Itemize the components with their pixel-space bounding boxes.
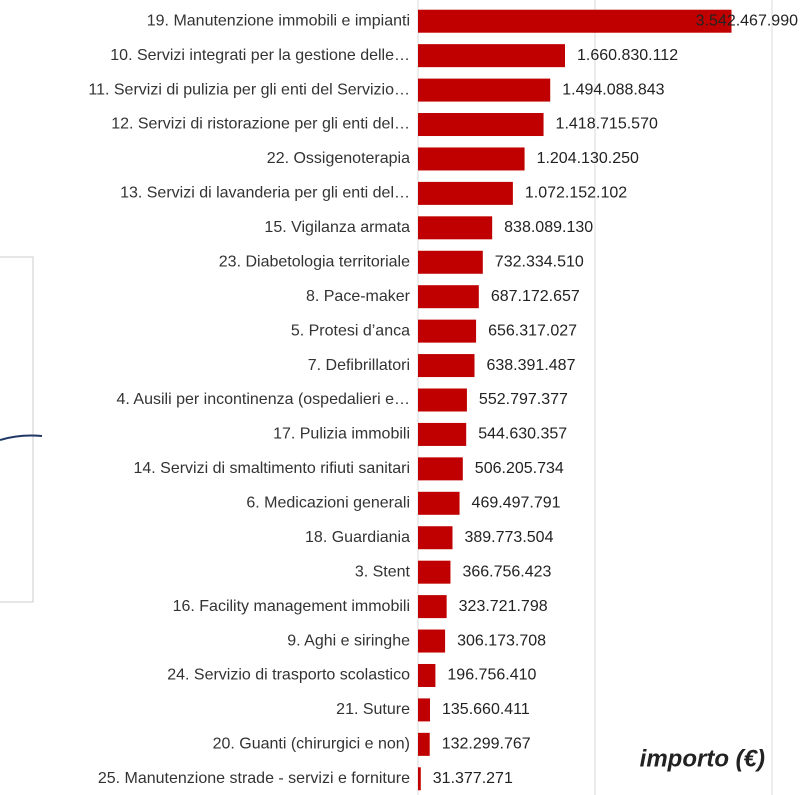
- value-label: 366.756.423: [462, 563, 551, 580]
- value-label: 3.542.467.990: [696, 12, 798, 29]
- category-label: 19. Manutenzione immobili e impianti: [147, 12, 410, 29]
- bar: [418, 147, 525, 171]
- category-label: 20. Guanti (chirurgici e non): [213, 736, 410, 753]
- value-label: 1.204.130.250: [537, 150, 639, 167]
- bar: [418, 319, 477, 343]
- category-label: 16. Facility management immobili: [173, 598, 410, 615]
- value-label: 687.172.657: [491, 288, 580, 305]
- bar: [418, 732, 430, 756]
- category-label: 24. Servizio di trasporto scolastico: [167, 667, 410, 684]
- category-label: 8. Pace-maker: [306, 288, 411, 305]
- category-label: 11. Servizi di pulizia per gli enti del …: [88, 81, 410, 98]
- value-label: 31.377.271: [433, 770, 513, 787]
- value-label: 135.660.411: [442, 701, 530, 718]
- category-label: 3. Stent: [355, 563, 411, 580]
- category-label: 23. Diabetologia territoriale: [219, 253, 410, 270]
- connector: [0, 434, 43, 441]
- category-label: 5. Protesi d’anca: [291, 322, 410, 339]
- bar: [418, 457, 463, 481]
- bar: [418, 181, 513, 205]
- category-label: 6. Medicazioni generali: [246, 495, 410, 512]
- value-label: 838.089.130: [504, 219, 593, 236]
- bar: [418, 491, 460, 515]
- value-label: 1.660.830.112: [577, 47, 678, 64]
- category-label: 10. Servizi integrati per la gestione de…: [110, 47, 410, 64]
- category-label: 7. Defibrillatori: [308, 357, 410, 374]
- category-label: 21. Suture: [336, 701, 410, 718]
- bar: [418, 285, 479, 309]
- bar: [418, 78, 551, 102]
- category-label: 14. Servizi di smaltimento rifiuti sanit…: [133, 460, 410, 477]
- value-label: 732.334.510: [495, 253, 584, 270]
- axis-label: importo (€): [640, 745, 765, 772]
- category-label: 18. Guardiania: [305, 529, 410, 546]
- value-label: 469.497.791: [472, 495, 561, 512]
- category-label: 17. Pulizia immobili: [273, 426, 410, 443]
- bar: [418, 422, 467, 446]
- bar: [418, 767, 421, 791]
- value-label: 506.205.734: [475, 460, 564, 477]
- bar: [418, 216, 493, 240]
- bar: [418, 354, 475, 378]
- value-label: 656.317.027: [488, 322, 577, 339]
- category-label: 4. Ausili per incontinenza (ospedalieri …: [117, 391, 411, 408]
- bar: [418, 250, 483, 274]
- value-label: 1.494.088.843: [562, 81, 664, 98]
- bar: [418, 526, 453, 550]
- category-label: 22. Ossigenoterapia: [267, 150, 410, 167]
- category-label: 13. Servizi di lavanderia per gli enti d…: [120, 185, 410, 202]
- value-label: 323.721.798: [459, 598, 548, 615]
- value-label: 544.630.357: [478, 426, 567, 443]
- category-label: 9. Aghi e siringhe: [287, 632, 410, 649]
- value-label: 132.299.767: [442, 736, 531, 753]
- bar: [418, 595, 447, 619]
- value-label: 389.773.504: [464, 529, 553, 546]
- bar: [418, 113, 544, 137]
- bar: [418, 629, 446, 653]
- value-label: 552.797.377: [479, 391, 568, 408]
- bar: [418, 698, 431, 722]
- bar: [418, 44, 565, 68]
- value-label: 196.756.410: [447, 667, 536, 684]
- bar: [418, 9, 732, 33]
- bar: [418, 560, 451, 584]
- value-label: 1.072.152.102: [525, 185, 627, 202]
- bar: [418, 663, 436, 687]
- category-label: 25. Manutenzione strade - servizi e forn…: [98, 770, 410, 787]
- bar: [418, 388, 467, 412]
- value-label: 638.391.487: [486, 357, 575, 374]
- category-label: 15. Vigilanza armata: [264, 219, 410, 236]
- value-label: 1.418.715.570: [556, 116, 658, 133]
- side-panel: [0, 256, 34, 603]
- category-label: 12. Servizi di ristorazione per gli enti…: [111, 116, 410, 133]
- value-label: 306.173.708: [457, 632, 546, 649]
